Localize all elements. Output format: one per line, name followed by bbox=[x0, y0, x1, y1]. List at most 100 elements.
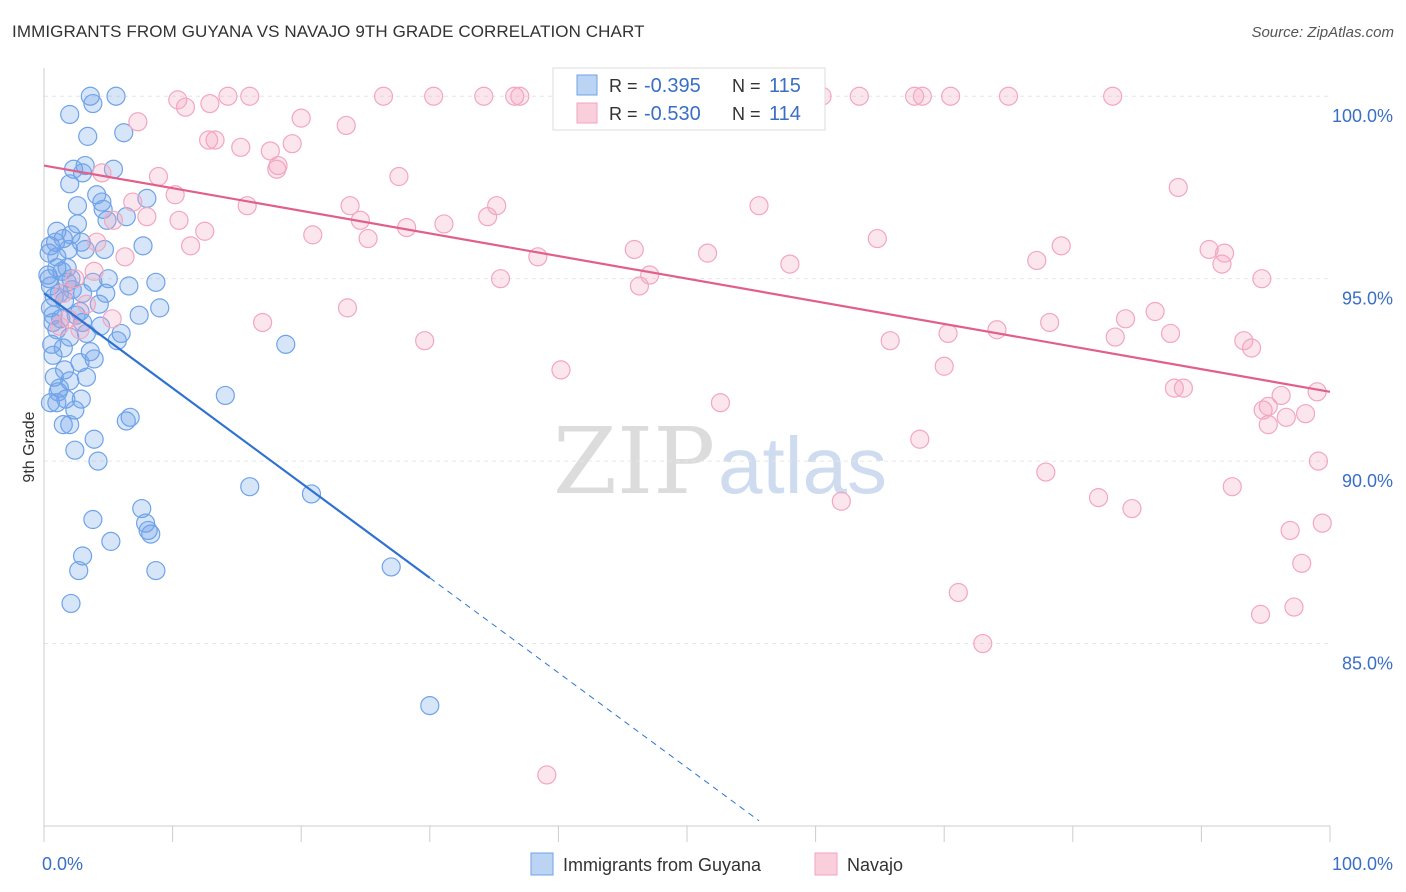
data-point-guyana bbox=[381, 557, 401, 577]
y-axis-title: 9th Grade bbox=[21, 411, 38, 482]
data-point-navajo bbox=[1307, 382, 1327, 402]
data-point-guyana bbox=[106, 86, 126, 106]
data-point-navajo bbox=[87, 232, 107, 252]
data-point-navajo bbox=[780, 254, 800, 274]
data-point-guyana bbox=[150, 298, 170, 318]
data-point-navajo bbox=[76, 294, 97, 314]
data-point-guyana bbox=[135, 513, 156, 533]
data-point-navajo bbox=[373, 86, 394, 106]
data-point-guyana bbox=[84, 349, 104, 369]
data-point-navajo bbox=[103, 210, 124, 230]
y-tick-label: 100.0% bbox=[1332, 106, 1393, 126]
data-points bbox=[38, 86, 1332, 785]
data-point-navajo bbox=[200, 93, 220, 114]
data-point-guyana bbox=[48, 382, 68, 402]
data-point-navajo bbox=[169, 210, 189, 230]
data-point-navajo bbox=[1252, 269, 1272, 289]
data-point-guyana bbox=[138, 520, 158, 541]
data-point-navajo bbox=[1103, 86, 1123, 106]
series-legend-label-guyana: Immigrants from Guyana bbox=[563, 855, 762, 875]
data-point-navajo bbox=[998, 86, 1019, 106]
data-point-guyana bbox=[133, 236, 153, 256]
data-point-navajo bbox=[1115, 309, 1136, 329]
data-point-guyana bbox=[146, 560, 166, 581]
legend-n-label-guyana: N = bbox=[732, 76, 761, 96]
data-point-navajo bbox=[84, 261, 104, 281]
ticks: 85.0% 90.0% 95.0% 100.0% 0.0% 100.0% bbox=[42, 106, 1393, 874]
data-point-navajo bbox=[218, 86, 238, 106]
data-point-navajo bbox=[1164, 378, 1184, 398]
data-point-navajo bbox=[49, 316, 70, 336]
data-point-navajo bbox=[749, 196, 769, 216]
data-point-guyana bbox=[40, 236, 61, 256]
legend-r-label-guyana: R = bbox=[609, 76, 638, 96]
data-point-guyana bbox=[75, 239, 95, 260]
data-point-navajo bbox=[1276, 407, 1296, 427]
data-point-navajo bbox=[905, 86, 925, 106]
series-legend-swatch-guyana bbox=[530, 852, 554, 876]
chart-source: Source: ZipAtlas.com bbox=[1251, 24, 1394, 41]
data-point-navajo bbox=[282, 134, 302, 154]
data-point-guyana bbox=[97, 210, 117, 230]
data-point-navajo bbox=[175, 97, 196, 117]
data-point-navajo bbox=[267, 159, 287, 179]
data-point-navajo bbox=[987, 320, 1007, 340]
data-point-navajo bbox=[1295, 404, 1316, 424]
data-point-guyana bbox=[146, 272, 166, 292]
data-point-navajo bbox=[240, 86, 260, 106]
data-point-guyana bbox=[60, 174, 80, 194]
data-point-guyana bbox=[60, 104, 80, 125]
legend-n-value-guyana: 115 bbox=[769, 75, 801, 97]
data-point-navajo bbox=[1292, 553, 1312, 573]
data-point-navajo bbox=[910, 429, 930, 449]
data-point-navajo bbox=[912, 86, 932, 106]
y-tick-label: 85.0% bbox=[1342, 654, 1393, 674]
data-point-navajo bbox=[92, 163, 112, 183]
data-point-navajo bbox=[434, 214, 454, 234]
data-point-navajo bbox=[336, 115, 356, 136]
watermark-atlas: atlas bbox=[718, 421, 887, 510]
data-point-navajo bbox=[710, 393, 731, 413]
legend-n-value-navajo: 114 bbox=[769, 103, 801, 125]
data-point-navajo bbox=[1234, 331, 1254, 351]
data-point-guyana bbox=[60, 415, 80, 435]
data-point-guyana bbox=[75, 155, 95, 176]
data-point-navajo bbox=[1122, 498, 1142, 519]
data-point-guyana bbox=[42, 334, 62, 354]
data-point-navajo bbox=[474, 86, 494, 106]
data-point-guyana bbox=[76, 367, 97, 387]
data-point-guyana bbox=[47, 258, 67, 278]
data-point-navajo bbox=[1312, 513, 1332, 533]
watermark-zip: ZIP bbox=[553, 408, 715, 515]
data-point-navajo bbox=[537, 765, 557, 785]
correlation-legend: R = -0.395 N = 115 R = -0.530 N = 114 bbox=[552, 67, 826, 131]
grid-lines bbox=[44, 95, 1330, 645]
data-point-navajo bbox=[973, 633, 993, 654]
data-point-navajo bbox=[551, 360, 571, 380]
series-legend: Immigrants from Guyana Navajo bbox=[530, 852, 903, 876]
data-point-guyana bbox=[53, 338, 73, 358]
data-point-guyana bbox=[240, 477, 260, 497]
data-point-guyana bbox=[101, 531, 121, 551]
data-point-navajo bbox=[1250, 604, 1271, 624]
data-point-navajo bbox=[168, 90, 188, 110]
y-tick-label: 95.0% bbox=[1342, 289, 1393, 309]
data-point-guyana bbox=[83, 93, 103, 114]
data-point-guyana bbox=[114, 123, 134, 143]
data-point-navajo bbox=[205, 130, 225, 150]
data-point-guyana bbox=[69, 560, 89, 581]
legend-r-label-navajo: R = bbox=[609, 104, 638, 124]
chart-title: IMMIGRANTS FROM GUYANA VS NAVAJO 9TH GRA… bbox=[12, 22, 645, 41]
data-point-navajo bbox=[340, 196, 360, 216]
data-point-navajo bbox=[337, 298, 358, 318]
data-point-guyana bbox=[88, 451, 108, 471]
data-point-guyana bbox=[92, 192, 112, 212]
data-point-navajo bbox=[941, 86, 961, 106]
data-point-navajo bbox=[490, 269, 511, 289]
data-point-navajo bbox=[1088, 488, 1109, 508]
data-point-guyana bbox=[83, 509, 103, 530]
trend-line-navajo bbox=[43, 164, 1331, 393]
data-point-guyana bbox=[65, 400, 85, 420]
data-point-navajo bbox=[1199, 239, 1219, 260]
data-point-navajo bbox=[849, 86, 869, 106]
